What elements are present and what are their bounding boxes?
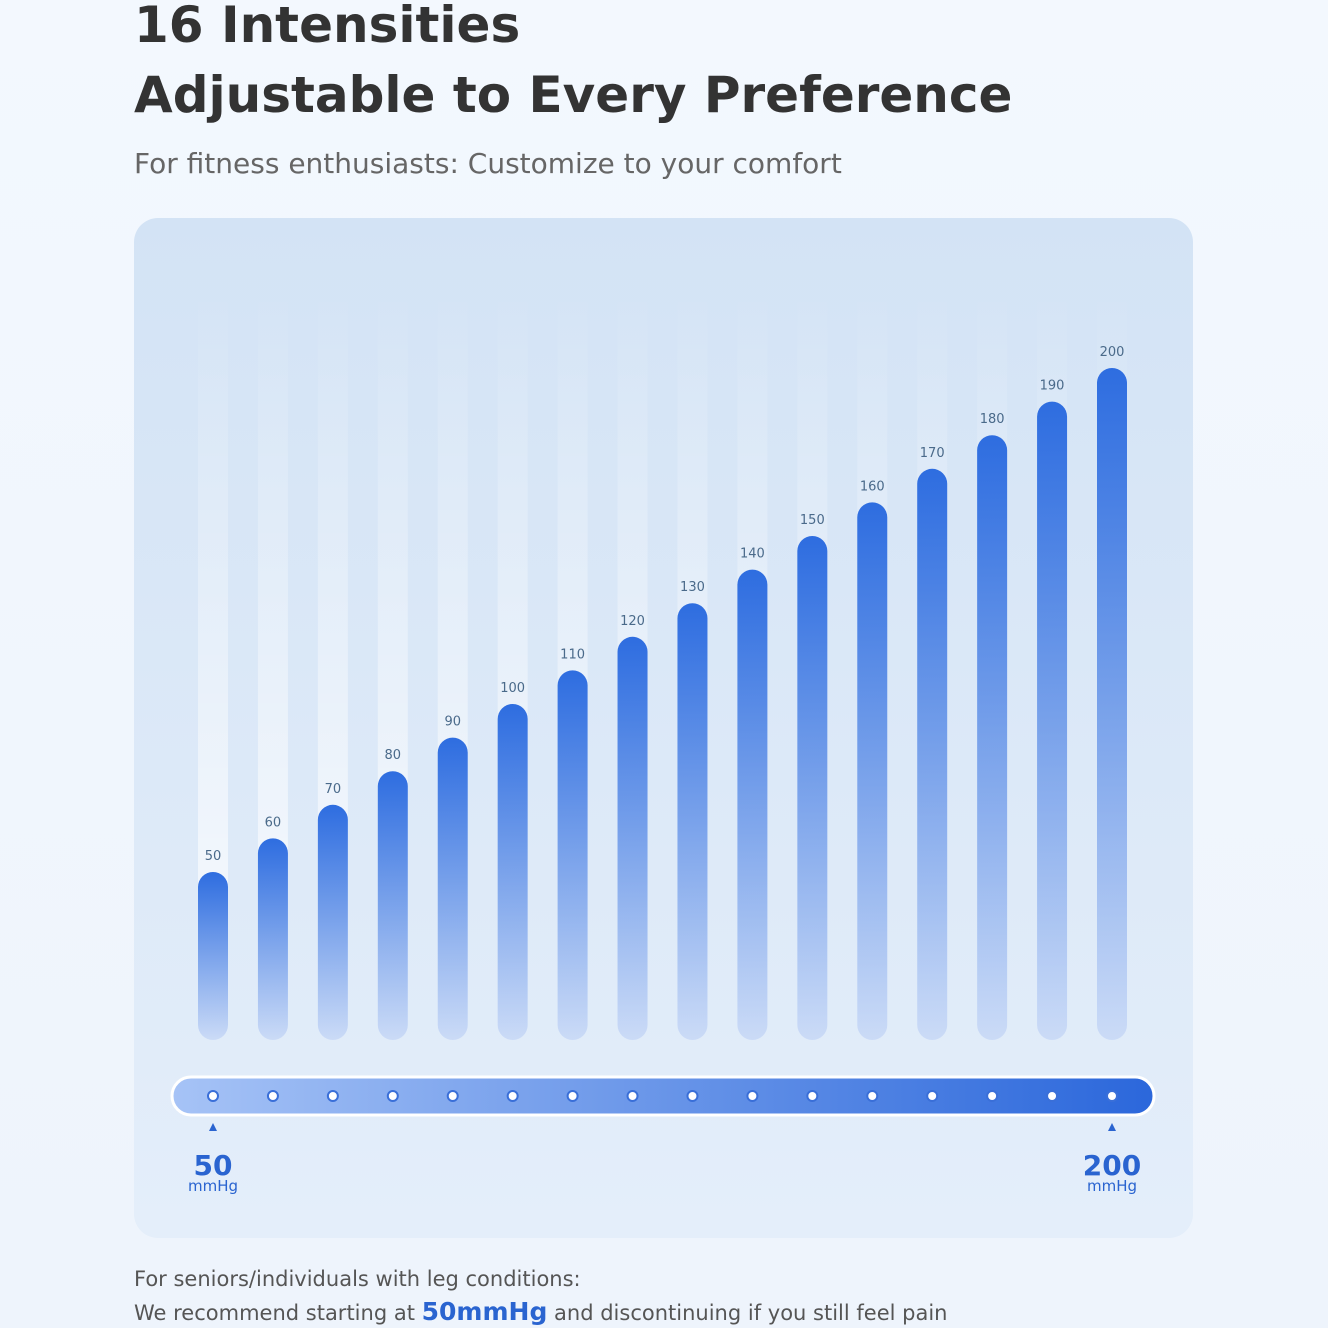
value-label: 120 bbox=[620, 614, 645, 629]
slider-dot bbox=[926, 1090, 939, 1102]
slider-dot bbox=[506, 1090, 519, 1102]
value-label: 170 bbox=[920, 446, 945, 461]
slider-dots bbox=[207, 1090, 1118, 1102]
track bbox=[198, 290, 228, 1040]
pointer bbox=[209, 1123, 217, 1131]
slider-dot bbox=[986, 1090, 999, 1102]
slider-dot bbox=[866, 1090, 879, 1102]
bar bbox=[437, 737, 468, 1040]
slider-dot bbox=[446, 1090, 459, 1102]
title: Adjustable to Every Preference bbox=[134, 66, 1012, 124]
bar bbox=[557, 670, 588, 1040]
value-label: 110 bbox=[560, 647, 585, 662]
value-label: 190 bbox=[1040, 379, 1065, 394]
value-label: 80 bbox=[385, 748, 402, 763]
slider-dot bbox=[1046, 1090, 1059, 1102]
bar bbox=[257, 838, 288, 1040]
slider-unit: mmHg bbox=[1087, 1177, 1137, 1195]
value-label: 90 bbox=[444, 715, 461, 730]
value-label: 200 bbox=[1100, 345, 1125, 360]
slider-dot bbox=[566, 1090, 579, 1102]
value-label: 130 bbox=[680, 580, 705, 595]
bar bbox=[917, 468, 948, 1040]
bar bbox=[497, 704, 528, 1040]
slider-dot bbox=[626, 1090, 639, 1102]
value-label: 140 bbox=[740, 547, 765, 562]
bar bbox=[677, 603, 708, 1040]
value-label: 60 bbox=[265, 815, 282, 830]
pointer bbox=[1108, 1123, 1116, 1131]
slider-dot bbox=[686, 1090, 699, 1102]
slider-dot bbox=[266, 1090, 279, 1102]
value-label: 150 bbox=[800, 513, 825, 528]
bar bbox=[797, 536, 828, 1040]
slider-min: 50 bbox=[194, 1149, 233, 1182]
slider bbox=[170, 1075, 1156, 1117]
slider-dot bbox=[326, 1090, 339, 1102]
value-label: 160 bbox=[860, 479, 885, 494]
subtitle: For fitness enthusiasts: Customize to yo… bbox=[134, 147, 842, 180]
title: 16 Intensities bbox=[134, 0, 520, 54]
slider-dot bbox=[1106, 1090, 1118, 1102]
slider-dot bbox=[207, 1090, 219, 1102]
value-label: 180 bbox=[980, 412, 1005, 427]
bar-chart: 50 60 70 80 90 100 110 120 130 140 150 160 170 180 190… bbox=[198, 290, 1127, 1041]
slider-dot bbox=[806, 1090, 819, 1102]
footer-line: We recommend starting at 50mmHg and disc… bbox=[134, 1297, 947, 1326]
bar bbox=[617, 636, 648, 1040]
bar bbox=[1097, 368, 1127, 1040]
bar bbox=[317, 804, 348, 1040]
slider-unit: mmHg bbox=[188, 1177, 238, 1195]
value-label: 100 bbox=[500, 681, 525, 696]
slider-dot bbox=[386, 1090, 399, 1102]
value-label: 70 bbox=[325, 782, 342, 797]
slider-dot bbox=[746, 1090, 759, 1102]
footer-line: For seniors/individuals with leg conditi… bbox=[134, 1267, 581, 1291]
bar bbox=[737, 569, 768, 1040]
footer-text: We recommend starting at bbox=[134, 1301, 415, 1325]
slider-max: 200 bbox=[1083, 1149, 1141, 1182]
bar bbox=[198, 872, 228, 1040]
value-label: 50 bbox=[205, 849, 222, 864]
bar bbox=[1037, 401, 1068, 1041]
footer-text: and discontinuing if you still feel pain bbox=[554, 1301, 947, 1325]
bar bbox=[857, 502, 888, 1040]
bar bbox=[377, 771, 408, 1040]
highlight: 50mmHg bbox=[422, 1297, 548, 1326]
bar bbox=[977, 435, 1008, 1040]
